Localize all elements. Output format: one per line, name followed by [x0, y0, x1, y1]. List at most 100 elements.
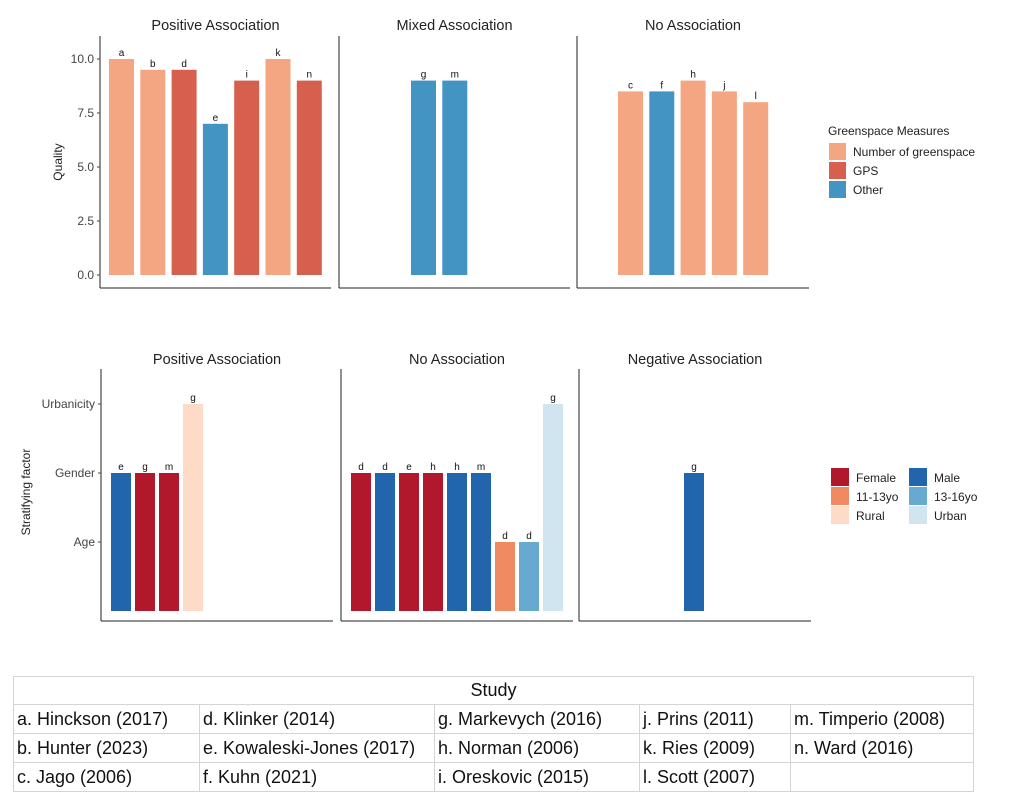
bar	[471, 473, 491, 611]
bar	[743, 102, 769, 275]
study-table-row: b. Hunter (2023) e. Kowaleski-Jones (201…	[13, 733, 975, 763]
y-tick-label: 5.0	[77, 160, 94, 174]
bar-label: m	[477, 462, 485, 473]
bar	[680, 80, 706, 275]
bar	[519, 542, 539, 611]
panel-title: Negative Association	[628, 352, 763, 368]
panel-2: No Association d d e h h m d d g	[340, 352, 573, 622]
bar	[375, 473, 395, 611]
y-tick-label: Gender	[55, 466, 95, 480]
legend-label: Number of greenspace	[853, 145, 975, 159]
bar-label: e	[406, 462, 412, 473]
y-tick-label: Age	[74, 535, 96, 549]
study-cell: k. Ries (2009)	[639, 733, 791, 763]
study-cell: g. Markevych (2016)	[434, 704, 640, 734]
bar-label: d	[526, 531, 532, 542]
bar	[442, 80, 468, 275]
bar-label: d	[502, 531, 508, 542]
bar	[543, 404, 563, 611]
bar	[711, 91, 737, 276]
study-table-row: c. Jago (2006) f. Kuhn (2021) i. Oreskov…	[13, 762, 975, 792]
bar	[399, 473, 419, 611]
bar	[109, 59, 134, 275]
bar-label: l	[755, 91, 757, 102]
bar	[495, 542, 515, 611]
legend: Female Male 11-13yo 13-16yo Rural Urban	[831, 468, 978, 524]
bar-label: d	[382, 462, 388, 473]
study-cell: c. Jago (2006)	[13, 762, 200, 792]
study-cell: b. Hunter (2023)	[13, 733, 200, 763]
bar	[135, 473, 155, 611]
bar	[202, 123, 228, 275]
legend-swatch	[829, 181, 846, 198]
bar-label: k	[276, 48, 282, 59]
legend-swatch	[909, 487, 927, 505]
y-tick-label: 2.5	[77, 214, 94, 228]
y-tick-label: Urbanicity	[42, 397, 95, 411]
bar-label: h	[690, 70, 696, 81]
bar	[111, 473, 131, 611]
stratifying-chart: Positive Association e g m g No Association d d…	[19, 352, 978, 622]
study-cell: j. Prins (2011)	[639, 704, 791, 734]
bar-label: e	[213, 113, 219, 124]
charts-area: Positive Association a b d e i k n Mixed Associa…	[19, 18, 978, 622]
panel-3: Negative Association g	[578, 352, 811, 622]
bar	[684, 473, 704, 611]
bar	[411, 80, 436, 275]
study-cell	[789, 762, 975, 792]
study-table-header: Study	[12, 676, 975, 705]
bar	[447, 473, 467, 611]
bar-label: m	[165, 462, 173, 473]
bar-label: c	[628, 80, 633, 91]
legend-label: Male	[934, 471, 960, 485]
legend-label: Female	[856, 471, 896, 485]
legend-label: GPS	[853, 164, 878, 178]
study-cell: e. Kowaleski-Jones (2017)	[199, 733, 435, 763]
legend-swatch	[831, 487, 849, 505]
study-cell: l. Scott (2007)	[639, 762, 791, 792]
bar-label: b	[150, 59, 156, 70]
bar-label: d	[181, 59, 187, 70]
legend-label: Rural	[856, 509, 885, 523]
bar	[351, 473, 371, 611]
bar-label: g	[691, 462, 697, 473]
bar-label: g	[142, 462, 148, 473]
legend-swatch	[831, 506, 849, 524]
bar-label: m	[451, 70, 459, 81]
study-cell: a. Hinckson (2017)	[13, 704, 200, 734]
panel-title: Mixed Association	[396, 18, 512, 34]
legend-label: 13-16yo	[934, 490, 978, 504]
y-tick-label: 7.5	[77, 106, 94, 120]
study-cell: f. Kuhn (2021)	[199, 762, 435, 792]
y-tick-label: 10.0	[71, 52, 95, 66]
bar-label: g	[550, 393, 556, 404]
bar-label: i	[246, 70, 248, 81]
bar-label: f	[660, 80, 663, 91]
bar-label: e	[118, 462, 124, 473]
bar	[265, 59, 291, 275]
bar	[423, 473, 443, 611]
bar-label: j	[722, 80, 725, 91]
y-axis-title: Stratifying factor	[19, 449, 33, 536]
panel-title: Positive Association	[151, 18, 279, 34]
bar-label: g	[421, 70, 427, 81]
bar	[649, 91, 675, 276]
study-cell: d. Klinker (2014)	[199, 704, 435, 734]
legend-title: Greenspace Measures	[828, 124, 949, 138]
bar-label: n	[307, 70, 313, 81]
legend-swatch	[829, 162, 846, 179]
y-tick-label: 0.0	[77, 268, 94, 282]
bar	[296, 80, 322, 275]
bar	[234, 80, 260, 275]
study-table-header-row: Study	[12, 676, 975, 705]
bar-label: h	[430, 462, 436, 473]
bar-label: a	[119, 48, 125, 59]
bar	[159, 473, 179, 611]
legend-swatch	[909, 468, 927, 486]
study-cell: h. Norman (2006)	[434, 733, 640, 763]
bar-label: d	[358, 462, 364, 473]
bar	[183, 404, 203, 611]
quality-chart: Positive Association a b d e i k n Mixed Associa…	[51, 18, 975, 289]
legend-label: 11-13yo	[856, 490, 899, 504]
panel-3: No Association c f h j l	[576, 18, 809, 289]
